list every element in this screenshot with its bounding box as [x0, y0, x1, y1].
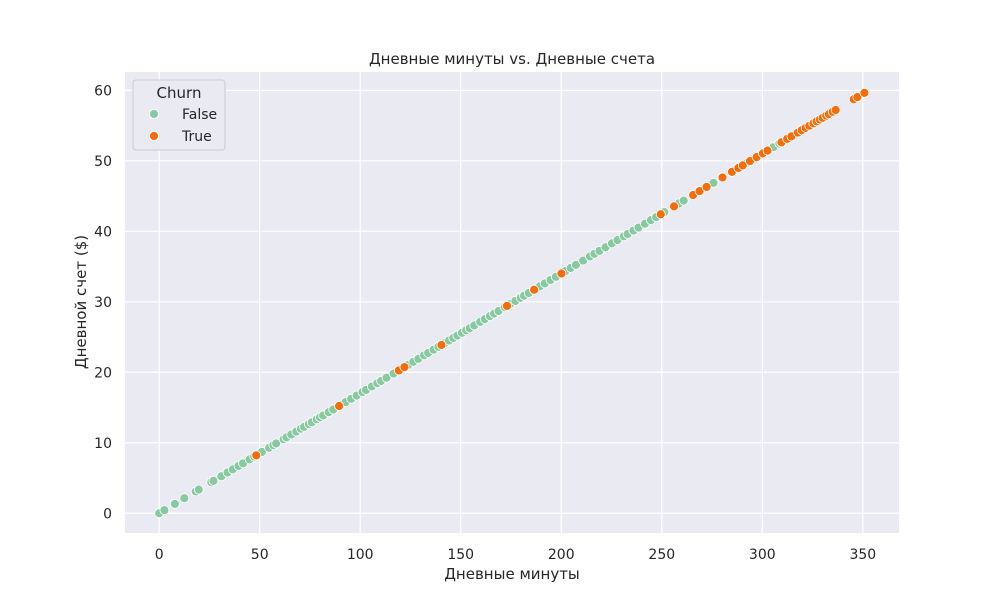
- x-tick-label: 350: [849, 547, 876, 563]
- y-tick-label: 0: [103, 506, 112, 522]
- x-tick-label: 100: [347, 547, 374, 563]
- legend-marker-false: [149, 109, 159, 119]
- data-point-true: [334, 401, 345, 411]
- data-point-true: [502, 301, 512, 311]
- data-point-false: [159, 505, 170, 516]
- legend-label-false: False: [182, 107, 217, 123]
- data-point-true: [694, 186, 705, 197]
- data-point-true: [251, 450, 262, 461]
- data-point-false: [271, 438, 282, 449]
- data-point-true: [556, 268, 567, 279]
- data-point-true: [436, 340, 447, 350]
- data-point-true: [655, 209, 666, 220]
- legend: Churn False True: [132, 79, 226, 151]
- data-point-true: [762, 145, 773, 156]
- data-points: [154, 87, 870, 519]
- data-point-true: [859, 87, 870, 98]
- data-point-false: [169, 499, 180, 509]
- x-tick-label: 150: [447, 547, 474, 563]
- x-tick-label: 50: [251, 547, 269, 563]
- data-point-true: [852, 92, 863, 102]
- data-point-true: [399, 362, 410, 372]
- series-true: [251, 87, 870, 461]
- legend-title: Churn: [157, 84, 202, 102]
- y-axis-label: Дневной счет ($): [72, 235, 90, 369]
- y-tick-label: 50: [94, 154, 112, 170]
- data-point-false: [571, 259, 581, 270]
- x-tick-labels: 0 50 100 150 200 250 300 350: [155, 547, 876, 563]
- y-tick-labels: 0 10 20 30 40 50 60: [94, 83, 112, 522]
- legend-label-true: True: [181, 129, 212, 145]
- grid-lines: [125, 72, 899, 533]
- x-tick-label: 0: [155, 547, 164, 563]
- legend-marker-true: [149, 131, 159, 141]
- y-tick-label: 10: [94, 436, 112, 452]
- data-point-true: [830, 105, 841, 115]
- data-point-true: [701, 182, 712, 192]
- data-point-true: [717, 172, 728, 183]
- series-false: [154, 138, 785, 519]
- y-tick-label: 30: [94, 295, 112, 311]
- x-tick-label: 250: [648, 547, 675, 563]
- data-point-true: [529, 284, 540, 295]
- chart-title: Дневные минуты vs. Дневные счета: [369, 50, 655, 68]
- data-point-false: [193, 484, 204, 495]
- y-tick-label: 40: [94, 224, 112, 240]
- y-tick-label: 60: [94, 83, 112, 99]
- x-tick-label: 300: [749, 547, 776, 563]
- data-point-false: [678, 195, 689, 206]
- data-point-true: [737, 160, 748, 171]
- data-point-true: [669, 201, 679, 212]
- y-tick-label: 20: [94, 365, 112, 381]
- x-axis-label: Дневные минуты: [444, 565, 580, 583]
- data-point-false: [208, 476, 219, 486]
- data-point-false: [179, 493, 190, 504]
- x-tick-label: 200: [548, 547, 575, 563]
